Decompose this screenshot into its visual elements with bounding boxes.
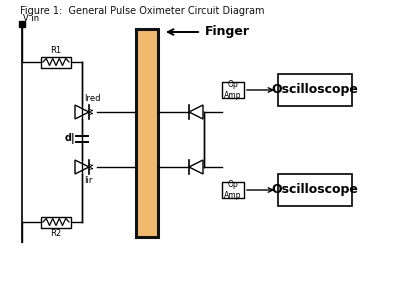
FancyBboxPatch shape <box>41 217 71 228</box>
FancyBboxPatch shape <box>222 182 244 198</box>
FancyBboxPatch shape <box>222 82 244 98</box>
Text: Op
Amp: Op Amp <box>224 80 242 100</box>
Text: R2: R2 <box>50 229 62 238</box>
Text: Ired: Ired <box>84 94 101 103</box>
Text: Oscilloscope: Oscilloscope <box>272 83 358 96</box>
Text: Op
Amp: Op Amp <box>224 180 242 200</box>
Text: Oscilloscope: Oscilloscope <box>272 184 358 197</box>
FancyBboxPatch shape <box>41 56 71 67</box>
Text: V in: V in <box>23 14 39 23</box>
Text: d|: d| <box>64 133 75 144</box>
Text: Figure 1:  General Pulse Oximeter Circuit Diagram: Figure 1: General Pulse Oximeter Circuit… <box>20 6 264 16</box>
FancyBboxPatch shape <box>278 74 352 106</box>
Text: Finger: Finger <box>205 25 250 39</box>
FancyBboxPatch shape <box>278 174 352 206</box>
Text: Iir: Iir <box>84 176 92 185</box>
FancyBboxPatch shape <box>136 29 158 237</box>
Text: R1: R1 <box>50 46 62 55</box>
